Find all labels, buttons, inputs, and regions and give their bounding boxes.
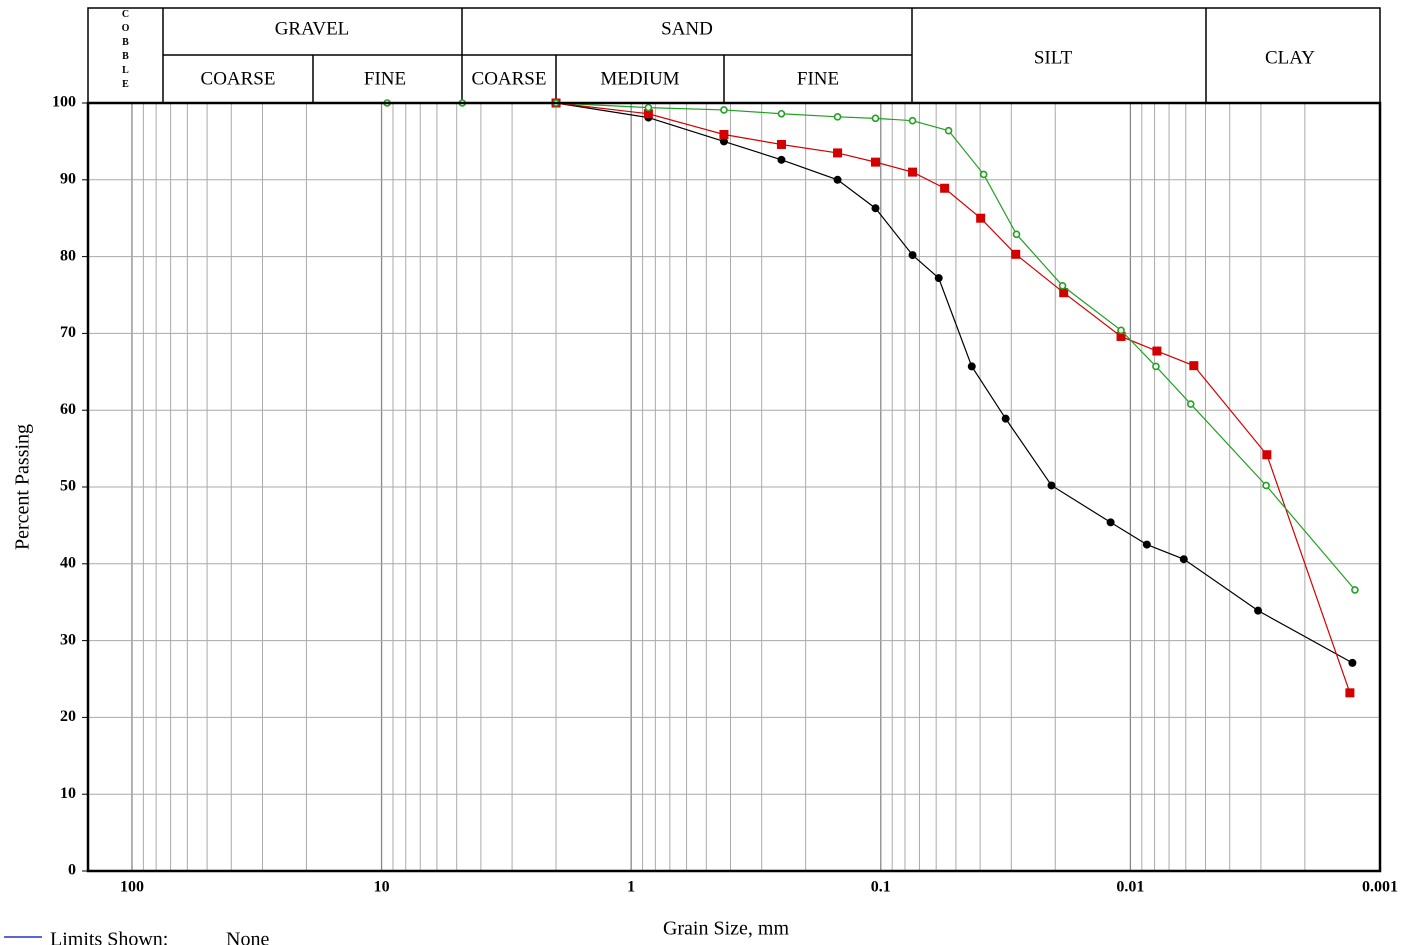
marker — [1047, 481, 1056, 490]
marker — [940, 183, 950, 193]
x-tick-label: 10 — [374, 879, 390, 896]
marker — [1345, 688, 1355, 698]
y-axis-label: Percent Passing — [12, 424, 34, 550]
marker — [720, 106, 728, 114]
marker — [976, 213, 986, 223]
marker — [833, 148, 843, 158]
marker — [777, 109, 786, 118]
class-label: CLAY — [1265, 47, 1315, 68]
y-tick-label: 60 — [60, 401, 76, 418]
y-tick-label: 40 — [60, 554, 76, 571]
marker — [1117, 326, 1125, 335]
class-label: SAND — [661, 18, 713, 39]
series-line — [555, 102, 1353, 664]
marker — [1351, 586, 1359, 594]
y-tick-label: 30 — [60, 631, 76, 648]
marker — [1348, 658, 1357, 667]
marker — [1106, 518, 1115, 527]
marker — [871, 204, 880, 213]
marker — [1262, 481, 1270, 490]
marker — [908, 251, 917, 260]
subclass-label: FINE — [364, 68, 406, 89]
series-line — [555, 102, 1351, 694]
class-label: COBBLE — [120, 9, 131, 93]
x-tick-label: 100 — [120, 879, 144, 896]
marker — [833, 113, 842, 121]
marker — [1262, 450, 1272, 460]
y-tick-label: 100 — [52, 94, 76, 111]
marker — [1254, 606, 1263, 615]
marker — [777, 155, 786, 164]
x-tick-label: 0.001 — [1362, 879, 1398, 896]
marker — [979, 170, 988, 179]
series-line — [387, 102, 1356, 591]
marker — [643, 109, 653, 119]
y-tick-label: 0 — [68, 862, 76, 879]
marker — [967, 362, 976, 371]
limits-label: Limits Shown: — [50, 929, 168, 945]
y-tick-label: 50 — [60, 478, 76, 495]
marker — [1012, 230, 1021, 239]
marker — [1116, 331, 1126, 341]
marker — [833, 175, 842, 184]
marker — [1011, 249, 1021, 259]
subclass-label: MEDIUM — [600, 68, 679, 89]
x-tick-label: 0.01 — [1116, 879, 1144, 896]
grid-layer — [88, 102, 1381, 872]
marker — [644, 103, 653, 112]
marker — [719, 129, 729, 139]
x-tick-label: 0.1 — [871, 879, 891, 896]
y-tick-label: 20 — [60, 708, 76, 725]
x-axis-label: Grain Size, mm — [663, 918, 790, 940]
marker — [944, 126, 953, 135]
marker — [1152, 346, 1162, 356]
marker — [1186, 400, 1195, 408]
class-label: GRAVEL — [275, 18, 350, 39]
y-tick-label: 10 — [60, 785, 76, 802]
subclass-label: COARSE — [201, 68, 276, 89]
marker — [871, 114, 880, 123]
class-label: SILT — [1034, 47, 1073, 68]
marker — [1179, 555, 1188, 564]
y-tick-label: 70 — [60, 324, 76, 341]
marker — [719, 137, 728, 146]
subclass-label: FINE — [797, 68, 839, 89]
marker — [908, 116, 917, 125]
y-tick-label: 90 — [60, 170, 76, 187]
marker — [1059, 288, 1069, 298]
marker — [1152, 362, 1160, 371]
marker — [1142, 540, 1151, 549]
marker — [1058, 281, 1067, 290]
marker — [1189, 361, 1199, 371]
marker — [1001, 414, 1010, 423]
marker — [908, 167, 918, 177]
y-tick-label: 80 — [60, 247, 76, 264]
marker — [934, 274, 943, 283]
subclass-label: COARSE — [472, 68, 547, 89]
limits-value: None — [226, 929, 269, 945]
x-tick-label: 1 — [627, 879, 635, 896]
marker — [776, 139, 786, 149]
plot-layer — [383, 98, 1359, 698]
marker — [870, 157, 880, 167]
